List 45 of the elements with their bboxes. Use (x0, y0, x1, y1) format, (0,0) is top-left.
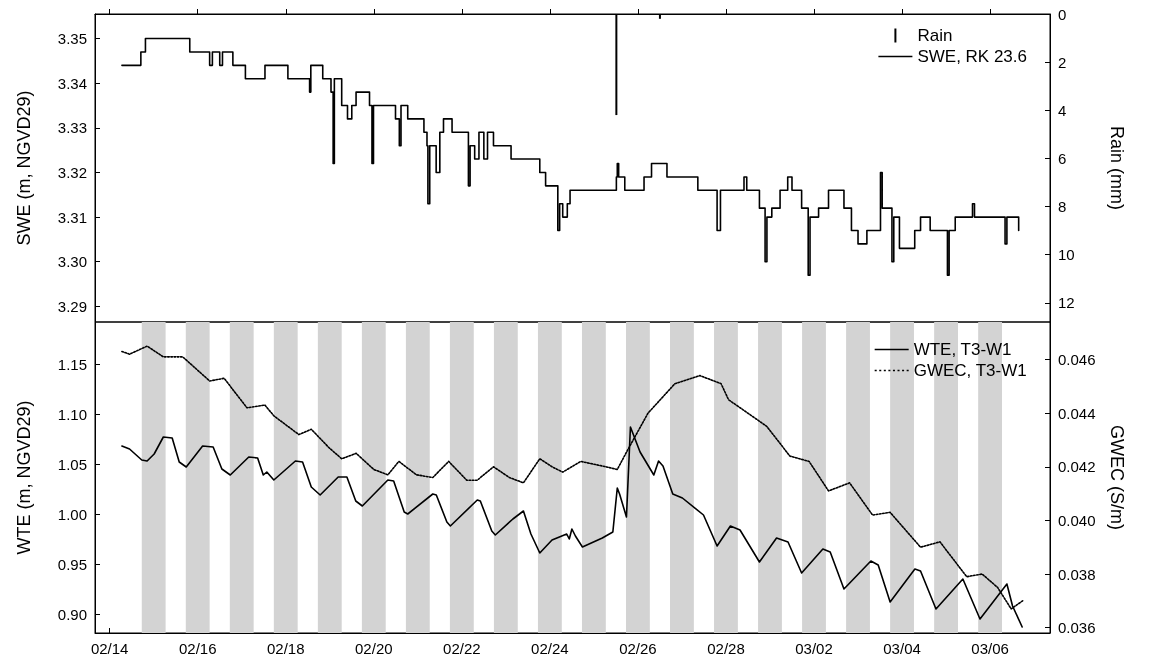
y2-tick-label: 10 (1058, 246, 1075, 264)
x-tick-label: 02/20 (355, 640, 393, 657)
y2-tick-label: 0.038 (1058, 565, 1096, 583)
y-tick-label: 3.32 (57, 163, 87, 181)
y2-tick-label: 2 (1058, 53, 1067, 71)
y-tick-label: 1.05 (57, 455, 87, 473)
y2-tick-label: 6 (1058, 149, 1067, 167)
y-tick-label: 1.10 (57, 405, 87, 423)
x-tick-label: 02/18 (266, 640, 305, 657)
y-tick-label: 3.33 (57, 119, 87, 137)
x-tick-label: 03/02 (795, 640, 833, 657)
y2-axis-title: Rain (mm) (1107, 126, 1127, 210)
x-tick-label: 02/14 (90, 640, 129, 657)
y2-axis-title: GWEC (S/m) (1107, 425, 1127, 530)
legend-label: Rain (917, 26, 953, 45)
y-tick-label: 0.90 (57, 605, 87, 623)
y2-tick-label: 0.044 (1058, 404, 1096, 422)
y-axis-title: WTE (m, NGVD29) (14, 400, 34, 555)
y-tick-label: 3.31 (57, 208, 87, 226)
y-tick-label: 3.29 (57, 297, 87, 315)
y2-tick-label: 0 (1058, 5, 1067, 23)
x-tick-label: 03/06 (971, 640, 1009, 657)
y2-tick-label: 0.040 (1058, 511, 1096, 529)
legend-label: GWEC, T3-W1 (913, 361, 1027, 380)
y2-tick-label: 0.042 (1058, 458, 1096, 476)
y-tick-label: 1.15 (57, 355, 87, 373)
y-tick-label: 1.00 (57, 505, 87, 523)
y-tick-label: 3.34 (57, 74, 87, 92)
legend-label: SWE, RK 23.6 (917, 47, 1028, 66)
y2-tick-label: 12 (1058, 294, 1075, 312)
y2-tick-label: 4 (1058, 101, 1067, 119)
y2-tick-label: 8 (1058, 198, 1067, 215)
x-tick-label: 02/28 (707, 640, 745, 657)
y-tick-label: 3.35 (57, 30, 87, 48)
y-axis-title: SWE (m, NGVD29) (14, 90, 34, 246)
x-tick-label: 03/04 (883, 640, 921, 657)
y2-tick-label: 0.036 (1058, 619, 1096, 637)
y-tick-label: 3.30 (57, 253, 87, 271)
y-tick-label: 0.95 (57, 555, 87, 573)
x-tick-label: 02/16 (178, 640, 217, 657)
x-tick-label: 02/22 (443, 640, 481, 657)
legend-label: WTE, T3-W1 (913, 340, 1012, 359)
x-tick-label: 02/26 (619, 640, 657, 657)
x-tick-label: 02/24 (531, 640, 569, 657)
y2-tick-label: 0.046 (1058, 351, 1096, 369)
